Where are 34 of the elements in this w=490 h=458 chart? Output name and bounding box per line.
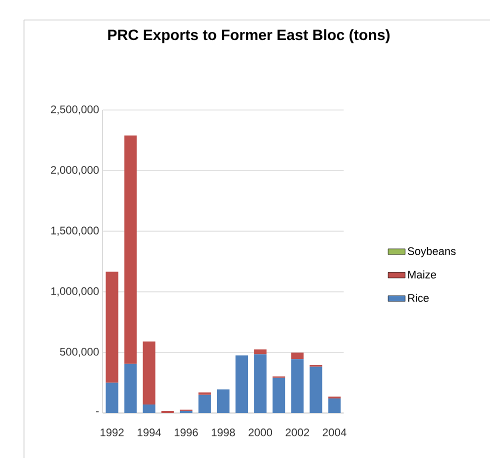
- legend-label: Maize: [408, 270, 436, 278]
- y-tick-label: 1,500,000: [51, 226, 99, 236]
- bar: [106, 272, 118, 383]
- bar: [124, 135, 137, 364]
- bar: [106, 382, 118, 413]
- y-tick-label: 1,000,000: [51, 287, 99, 296]
- bar: [198, 394, 211, 413]
- x-tick-label: 1996: [174, 428, 198, 436]
- bar: [124, 364, 137, 413]
- bar: [254, 349, 267, 354]
- x-tick-label: 2000: [248, 428, 272, 436]
- x-tick-label: 1998: [212, 428, 235, 436]
- bar: [216, 389, 230, 413]
- bar: [291, 359, 304, 413]
- legend-label: Rice: [408, 294, 429, 302]
- y-tick-label: 2,000,000: [51, 166, 99, 176]
- bar: [254, 354, 267, 413]
- bar: [310, 366, 322, 413]
- chart-title: PRC Exports to Former East Bloc (tons): [108, 29, 390, 44]
- y-tick-label: -: [96, 411, 99, 412]
- bar: [142, 341, 156, 405]
- x-tick-label: 1992: [100, 428, 124, 436]
- x-tick-label: 1994: [138, 428, 161, 436]
- x-tick-label: 2004: [322, 428, 346, 436]
- bar: [328, 398, 341, 413]
- bar: [291, 352, 304, 360]
- y-tick-label: 2,500,000: [51, 105, 99, 115]
- y-tick-label: 500,000: [60, 348, 99, 357]
- bar: [236, 355, 248, 413]
- legend-label: Soybeans: [408, 247, 456, 258]
- bar: [142, 404, 156, 413]
- x-tick-label: 2002: [286, 428, 310, 436]
- bar: [272, 378, 286, 413]
- bar: [198, 392, 211, 395]
